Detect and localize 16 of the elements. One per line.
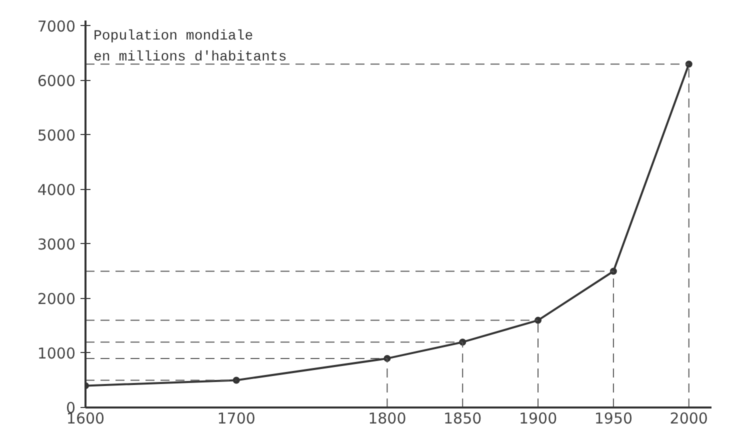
y-tick-label: 4000 bbox=[37, 180, 76, 199]
x-tick-label: 2000 bbox=[670, 410, 708, 428]
point bbox=[232, 376, 240, 384]
point bbox=[534, 316, 542, 324]
y-tick-label: 5000 bbox=[37, 126, 76, 144]
x-tick-label: 1700 bbox=[217, 410, 256, 428]
y-tick-label: 6000 bbox=[37, 72, 76, 90]
x-tick-label: 1800 bbox=[368, 410, 406, 428]
x-tick-label: 1900 bbox=[518, 410, 558, 428]
text: Population mondiale en millions d'habitants bbox=[94, 28, 287, 66]
x-tick-label: 1850 bbox=[444, 410, 482, 428]
x-tick-label: 1950 bbox=[594, 410, 633, 428]
y-tick-label: 2000 bbox=[37, 290, 76, 308]
y-tick-label: 7000 bbox=[37, 17, 76, 36]
y-tick-label: 1000 bbox=[37, 344, 76, 362]
y-tick-label: 3000 bbox=[37, 235, 76, 254]
